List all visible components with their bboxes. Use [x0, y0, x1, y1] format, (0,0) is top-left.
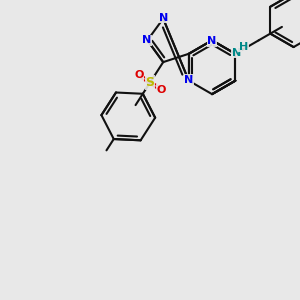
Text: H: H — [239, 42, 248, 52]
Text: N: N — [232, 48, 241, 58]
Text: O: O — [134, 70, 143, 80]
Text: N: N — [159, 13, 168, 22]
Text: O: O — [157, 85, 166, 95]
Text: N: N — [142, 35, 151, 45]
Text: N: N — [184, 75, 194, 85]
Text: S: S — [146, 76, 154, 89]
Text: N: N — [207, 36, 217, 46]
